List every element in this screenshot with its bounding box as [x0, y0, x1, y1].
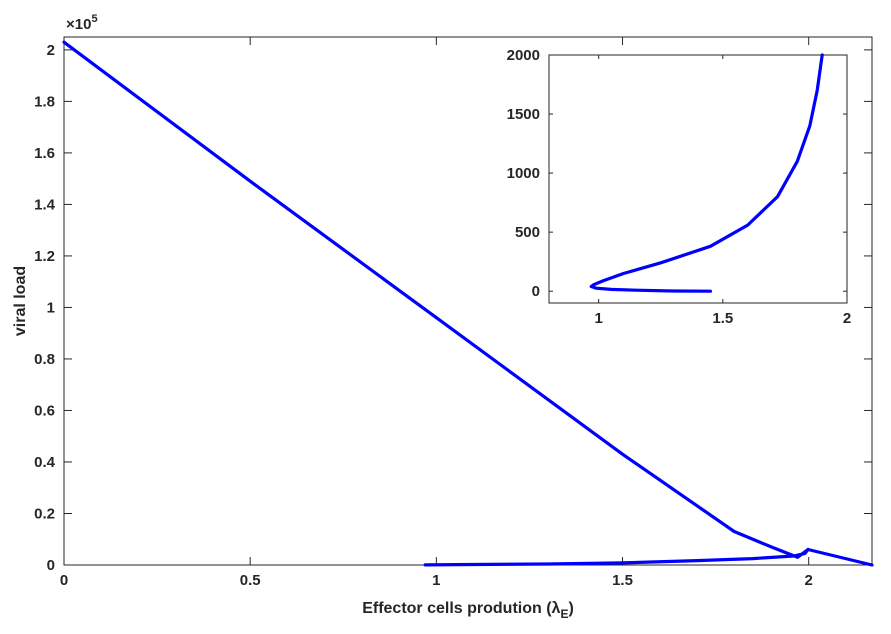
main-x-tick-label: 0	[60, 572, 68, 589]
main-x-tick-label: 2	[805, 572, 813, 589]
inset-y-tick-label: 1000	[507, 165, 540, 182]
main-y-tick-label: 0	[47, 557, 55, 574]
main-x-tick-label: 0.5	[240, 572, 261, 589]
y-exponent-base: ×10	[66, 16, 91, 33]
inset-x-tick-label: 1.5	[712, 310, 733, 327]
main-y-tick-label: 2	[47, 42, 55, 59]
main-y-tick-label: 1	[47, 299, 55, 316]
inset-y-tick-label: 1500	[507, 106, 540, 123]
main-x-tick-label: 1.5	[612, 572, 633, 589]
inset-ticks: 1 1.5 2 0 500 1000 1500 2000	[507, 47, 852, 327]
main-y-tick-label: 1.6	[34, 145, 55, 162]
main-ticks: 0 0.5 1 1.5 2 0 0.2 0.4 0.6 0.8 1 1.2 1.4 1.6 1.8 2	[34, 37, 872, 589]
main-x-tick-label: 1	[432, 572, 440, 589]
y-exponent-label: ×105	[66, 13, 98, 33]
y-exponent-power: 5	[91, 13, 97, 25]
main-series-line-0	[62, 40, 810, 567]
inset-x-tick-label: 1	[594, 310, 602, 327]
inset-x-tick-label: 2	[843, 310, 851, 327]
main-y-tick-label: 0.4	[34, 454, 56, 471]
inset-series-line-0	[589, 53, 824, 293]
x-axis-label-subscript: E	[560, 607, 568, 621]
y-axis-label: viral load	[12, 266, 29, 336]
main-y-tick-label: 1.8	[34, 93, 55, 110]
main-y-tick-label: 1.4	[34, 196, 56, 213]
main-lines	[62, 40, 874, 567]
inset-lines	[589, 53, 824, 293]
inset-y-tick-label: 500	[515, 224, 540, 241]
inset-plot-area	[548, 54, 848, 304]
inset-y-tick-label: 2000	[507, 47, 540, 64]
x-axis-label-main: Effector cells prodution (λ	[362, 600, 560, 617]
main-y-tick-label: 0.2	[34, 505, 55, 522]
main-y-tick-label: 1.2	[34, 248, 55, 265]
main-y-tick-label: 0.8	[34, 351, 55, 368]
main-y-tick-label: 0.6	[34, 402, 55, 419]
inset-y-tick-label: 0	[532, 283, 540, 300]
main-series-line-1	[806, 547, 874, 567]
x-axis-label: Effector cells prodution (λE)	[362, 600, 574, 621]
x-axis-label-close: )	[568, 600, 573, 617]
